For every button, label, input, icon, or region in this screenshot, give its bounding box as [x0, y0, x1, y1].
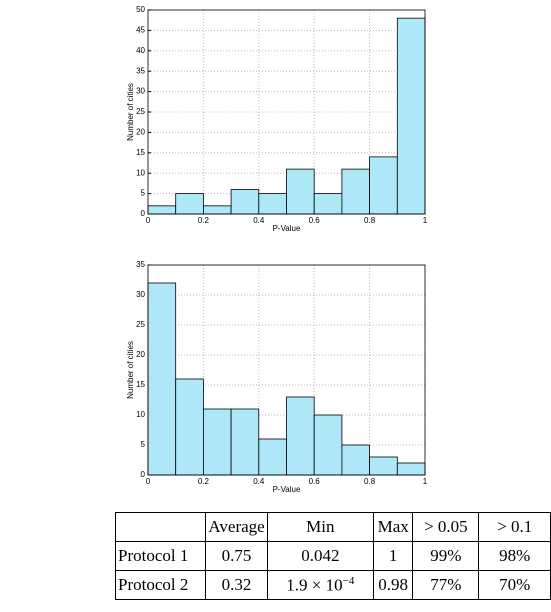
plot-frame: [147, 264, 426, 476]
y-tick-label: 0: [141, 470, 146, 479]
cell: 99%: [412, 541, 480, 571]
exponent: −4: [342, 574, 355, 587]
header-cell: Average: [205, 512, 268, 542]
bar: [286, 396, 315, 476]
bar: [147, 205, 177, 215]
row: Protocol 2 0.32 1.9 × 10−4 0.98 77% 70%: [114, 570, 551, 600]
bar: [258, 438, 287, 476]
x-tick-label: 0.2: [198, 216, 210, 225]
corner-cell: [114, 512, 207, 542]
y-tick-label: 45: [136, 26, 145, 35]
mantissa: 1.9 × 10: [286, 575, 343, 595]
cell: 0.32: [205, 570, 268, 600]
x-tick-label: 1: [423, 477, 428, 486]
x-tick-label: 1: [423, 216, 428, 225]
x-tick-label: 0.8: [364, 477, 376, 486]
x-tick-label: 0.6: [309, 477, 321, 486]
cell: 0.042: [266, 541, 374, 571]
header-cell: > 0.1: [478, 512, 551, 542]
results-table: Average Min Max > 0.05 > 0.1 Protocol 1 …: [114, 512, 551, 600]
row-label: Protocol 2: [114, 570, 207, 600]
cell: 0.98: [372, 570, 414, 600]
bar: [313, 414, 343, 476]
y-axis-label: Number of cities: [126, 341, 135, 399]
header-cell: > 0.05: [412, 512, 480, 542]
bar: [147, 282, 177, 476]
y-axis-label: Number of cities: [126, 83, 135, 141]
bar: [230, 408, 260, 476]
y-tick-label: 35: [136, 66, 145, 75]
y-tick-label: 50: [136, 5, 145, 14]
bar: [396, 17, 426, 215]
cell: 0.75: [205, 541, 268, 571]
header-cell: Max: [372, 512, 414, 542]
y-tick-label: 15: [136, 380, 145, 389]
cell: 77%: [412, 570, 480, 600]
row: Protocol 1 0.75 0.042 1 99% 98%: [114, 541, 551, 571]
y-tick-label: 10: [136, 168, 145, 177]
header-cell: Min: [266, 512, 374, 542]
bar: [175, 193, 204, 215]
cell: 98%: [478, 541, 551, 571]
bar: [202, 408, 232, 476]
y-tick-label: 25: [136, 320, 145, 329]
y-tick-label: 5: [141, 440, 146, 449]
bar: [341, 444, 370, 476]
bar: [286, 168, 315, 215]
row-label: Protocol 1: [114, 541, 207, 571]
x-axis-label: P-Value: [273, 485, 301, 494]
plot-frame: [147, 9, 426, 215]
cell: 70%: [478, 570, 551, 600]
x-tick-label: 0: [146, 216, 151, 225]
header-row: Average Min Max > 0.05 > 0.1: [114, 512, 551, 542]
y-tick-label: 30: [136, 290, 145, 299]
y-tick-label: 40: [136, 46, 145, 55]
bar: [396, 462, 426, 476]
y-tick-label: 5: [141, 189, 146, 198]
y-tick-label: 0: [141, 209, 146, 218]
bar: [202, 205, 232, 215]
cell: 1.9 × 10−4: [266, 570, 374, 600]
bar: [369, 156, 398, 215]
bar: [230, 189, 260, 215]
cell: 1: [372, 541, 414, 571]
x-tick-label: 0.2: [198, 477, 210, 486]
y-tick-label: 25: [136, 107, 145, 116]
y-tick-label: 30: [136, 87, 145, 96]
x-tick-label: 0.6: [309, 216, 321, 225]
y-tick-label: 20: [136, 128, 145, 137]
x-tick-label: 0.4: [253, 216, 265, 225]
y-tick-label: 35: [136, 260, 145, 269]
bar: [313, 193, 343, 215]
bar: [258, 193, 287, 215]
x-axis-label: P-Value: [273, 224, 301, 233]
bar: [341, 168, 370, 215]
bar: [175, 378, 204, 476]
bar: [369, 456, 398, 476]
y-tick-label: 10: [136, 410, 145, 419]
x-tick-label: 0: [146, 477, 151, 486]
x-tick-label: 0.4: [253, 477, 265, 486]
y-tick-label: 15: [136, 148, 145, 157]
x-tick-label: 0.8: [364, 216, 376, 225]
y-tick-label: 20: [136, 350, 145, 359]
